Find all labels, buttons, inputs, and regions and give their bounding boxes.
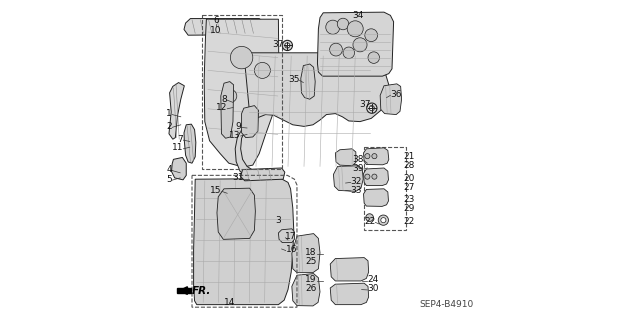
Circle shape [347,21,364,37]
Text: 16: 16 [285,245,297,254]
Text: 24: 24 [367,276,379,284]
Circle shape [372,154,377,159]
Text: SEP4-B4910: SEP4-B4910 [419,300,474,309]
Text: 26: 26 [305,284,317,293]
Polygon shape [278,229,294,243]
Text: 22: 22 [403,217,415,226]
Text: 5: 5 [166,175,172,184]
Circle shape [254,62,270,78]
Polygon shape [301,64,315,99]
Circle shape [369,106,374,111]
Text: 19: 19 [305,276,317,284]
Circle shape [367,103,377,113]
Circle shape [378,215,388,225]
Circle shape [224,90,237,102]
Circle shape [326,20,340,34]
Polygon shape [364,168,388,186]
Text: 14: 14 [224,298,236,307]
Polygon shape [292,234,320,273]
Circle shape [353,38,367,52]
Polygon shape [330,258,369,281]
Text: 10: 10 [211,26,221,35]
Polygon shape [241,168,285,181]
Text: 18: 18 [305,248,317,257]
Circle shape [365,154,370,159]
Polygon shape [242,106,259,138]
Polygon shape [169,83,184,139]
Polygon shape [221,82,234,138]
Text: 29: 29 [403,204,415,212]
Polygon shape [236,53,388,175]
Polygon shape [333,166,364,191]
Text: 20: 20 [403,174,415,183]
Text: 36: 36 [390,90,402,99]
Text: 37: 37 [359,100,371,109]
Polygon shape [172,157,186,180]
Circle shape [343,47,355,59]
Text: 6: 6 [213,16,219,25]
Circle shape [330,43,342,56]
Polygon shape [217,188,255,239]
Circle shape [381,218,386,223]
Text: 32: 32 [351,177,362,186]
Text: 28: 28 [403,161,415,170]
Circle shape [365,29,378,42]
Polygon shape [177,288,191,293]
Polygon shape [364,189,388,206]
Text: 21: 21 [403,152,415,161]
Polygon shape [193,179,294,305]
Text: 7: 7 [178,135,184,144]
Text: 13: 13 [229,131,241,140]
Text: 35: 35 [289,75,300,84]
Text: 22: 22 [364,217,375,226]
Circle shape [365,174,370,179]
Circle shape [282,40,292,51]
Text: 3: 3 [276,216,281,225]
Polygon shape [204,19,279,167]
Polygon shape [184,124,196,163]
Text: 31: 31 [232,173,244,182]
Polygon shape [292,274,320,306]
Polygon shape [380,84,402,115]
Text: 12: 12 [216,103,227,112]
Text: 17: 17 [285,232,297,241]
Circle shape [366,214,374,221]
Text: 23: 23 [403,195,415,204]
Text: 9: 9 [235,122,241,131]
Text: 2: 2 [166,122,172,131]
Polygon shape [184,19,266,35]
Polygon shape [335,149,356,166]
Text: 25: 25 [305,257,317,266]
Polygon shape [364,148,388,165]
Circle shape [230,46,253,69]
Text: FR.: FR. [192,285,211,296]
Circle shape [368,52,380,63]
Circle shape [372,174,377,179]
Text: 39: 39 [352,164,364,172]
Text: 11: 11 [172,143,184,152]
Text: 1: 1 [166,109,172,118]
FancyArrowPatch shape [180,287,189,294]
Text: 38: 38 [352,155,364,164]
Text: 8: 8 [221,95,227,104]
Circle shape [285,43,290,48]
Text: 37: 37 [273,40,284,49]
Text: 33: 33 [351,186,362,195]
Text: 15: 15 [211,186,222,195]
Circle shape [337,18,349,30]
Text: 27: 27 [403,183,415,192]
Text: 30: 30 [367,284,379,293]
Text: 34: 34 [353,11,364,20]
Polygon shape [317,12,394,76]
Polygon shape [330,283,369,305]
Text: 4: 4 [166,165,172,174]
